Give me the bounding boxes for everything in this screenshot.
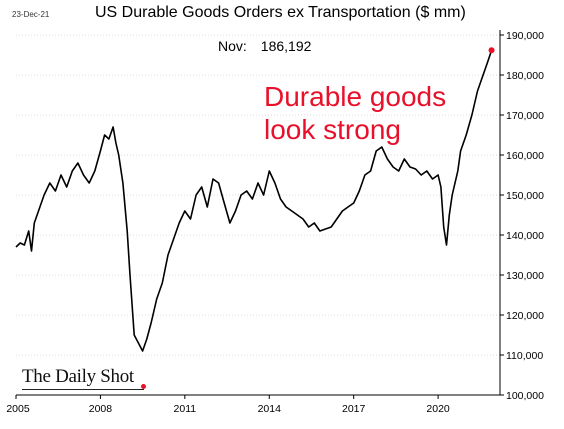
brand-underline [22, 389, 144, 390]
annotation-text: Durable goods look strong [264, 80, 446, 146]
chart-title: US Durable Goods Orders ex Transportatio… [95, 4, 466, 21]
latest-label: Nov: [218, 38, 247, 54]
date-stamp: 23-Dec-21 [12, 10, 50, 19]
y-tick-label: 170,000 [506, 110, 544, 122]
x-tick-label: 2017 [342, 403, 366, 415]
y-tick-label: 110,000 [506, 350, 543, 362]
y-tick-label: 150,000 [506, 190, 544, 202]
y-axis-ticks: 100,000 110,000 120,000 130,000 140,000 150,0… [500, 30, 544, 402]
annotation-line-2: look strong [264, 114, 401, 145]
latest-value: 186,192 [260, 38, 312, 54]
axes [16, 30, 501, 396]
y-tick-label: 190,000 [506, 30, 544, 42]
y-tick-label: 100,000 [506, 390, 544, 402]
x-tick-label: 2005 [6, 403, 30, 415]
x-tick-label: 2011 [174, 403, 197, 415]
x-tick-label: 2020 [426, 403, 450, 415]
series-line-group [15, 47, 495, 352]
x-axis-ticks: 2005 2008 2011 2014 2017 2020 [6, 395, 450, 415]
y-tick-label: 130,000 [506, 270, 544, 282]
y-tick-label: 120,000 [506, 310, 544, 322]
last-value-marker [488, 47, 495, 54]
x-tick-label: 2008 [89, 403, 113, 415]
y-tick-label: 140,000 [506, 230, 544, 242]
x-tick-label: 2014 [258, 403, 282, 415]
brand-logo: The Daily Shot [22, 366, 134, 387]
brand-dot [141, 384, 146, 389]
annotation-line-1: Durable goods [264, 81, 447, 112]
y-tick-label: 180,000 [506, 70, 544, 82]
series-line [15, 49, 493, 352]
latest-value-callout: Nov: 186,192 [218, 38, 311, 54]
y-tick-label: 160,000 [506, 150, 544, 162]
